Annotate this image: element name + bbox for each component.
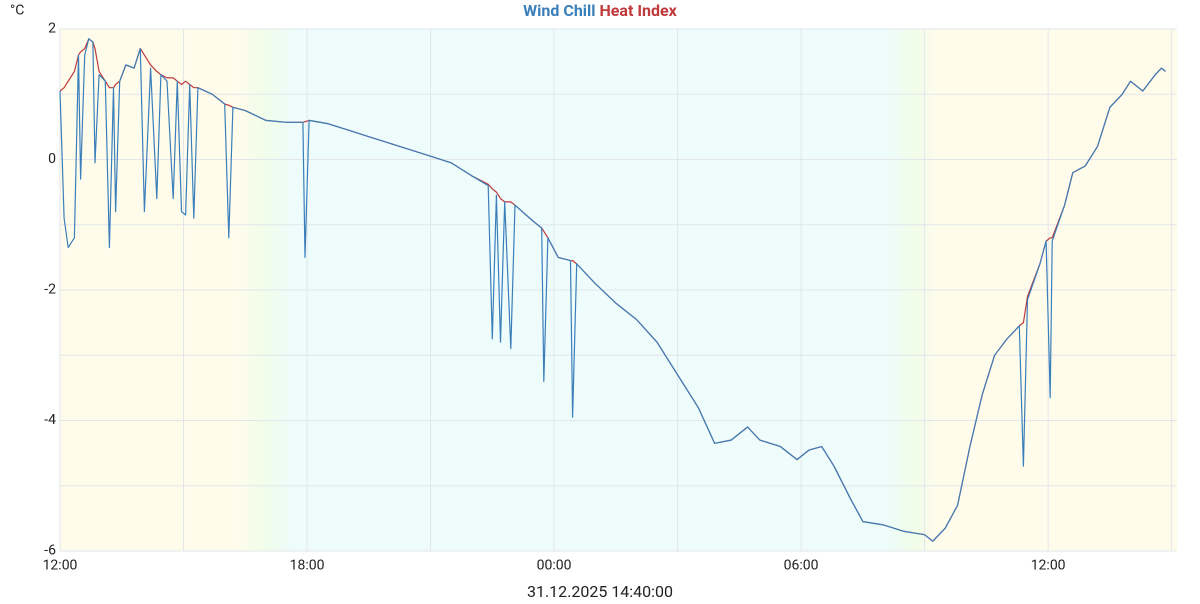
y-axis-label: °C xyxy=(10,3,24,19)
grid xyxy=(59,28,1177,552)
x-tick-label: 18:00 xyxy=(290,558,325,574)
x-tick-label: 12:00 xyxy=(1031,558,1066,574)
legend-entry: Heat Index xyxy=(599,1,677,20)
x-axis-label: 31.12.2025 14:40:00 xyxy=(527,582,673,600)
x-tick-label: 12:00 xyxy=(43,558,78,574)
x-tick-label: 00:00 xyxy=(537,558,572,574)
lines xyxy=(59,38,1166,542)
tick-labels: -6 -4 -2 0 2 12:00 18:00 00:00 06:00 12:00 xyxy=(43,21,1066,574)
y-tick-label: -6 xyxy=(44,543,56,559)
y-tick-label: -2 xyxy=(44,282,56,298)
y-tick-label: 2 xyxy=(48,21,56,37)
x-tick-label: 06:00 xyxy=(784,558,819,574)
y-tick-label: -4 xyxy=(44,412,56,428)
y-tick-label: 0 xyxy=(48,151,56,167)
series-line xyxy=(59,38,1166,542)
legend-entry: Wind Chill xyxy=(523,1,595,20)
legend: Wind Chill Heat Index xyxy=(523,1,678,20)
